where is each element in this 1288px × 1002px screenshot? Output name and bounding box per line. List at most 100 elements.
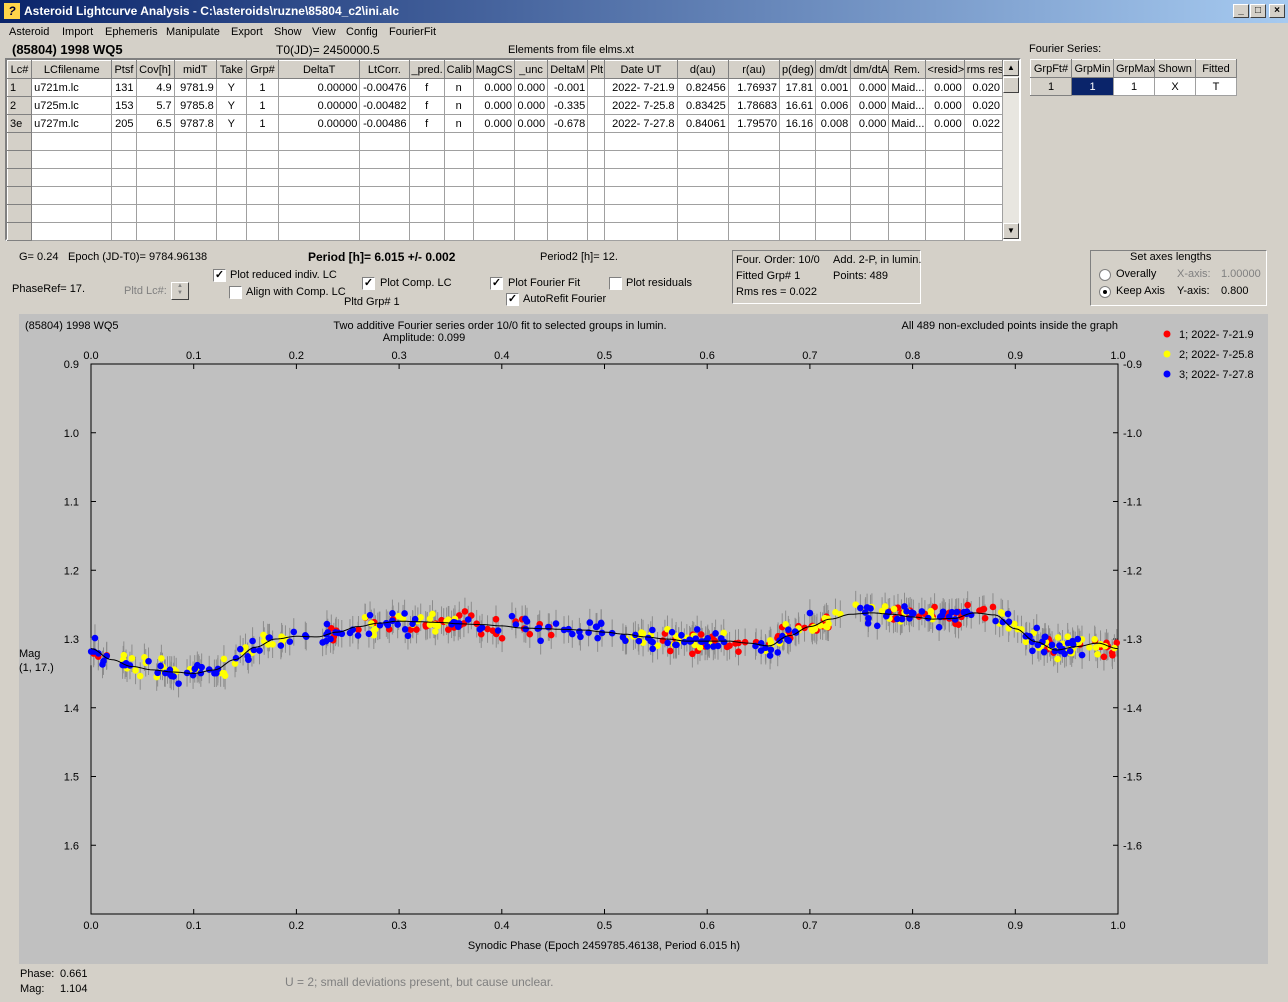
table-cell[interactable] (850, 222, 890, 241)
table-cell[interactable]: 16.16 (778, 114, 817, 133)
table-cell[interactable] (815, 132, 852, 151)
table-cell[interactable] (513, 168, 549, 187)
menu-fourierfit[interactable]: FourierFit (389, 26, 437, 38)
column-header[interactable]: Grp# (245, 60, 280, 79)
table-cell[interactable]: 0.020 (963, 78, 1004, 97)
table-cell[interactable] (963, 168, 1004, 187)
table-cell[interactable] (676, 150, 729, 169)
table-cell[interactable]: 0.83425 (676, 96, 729, 115)
table-cell[interactable]: 0.001 (815, 78, 852, 97)
table-cell[interactable] (472, 186, 515, 205)
table-cell[interactable]: f (408, 114, 445, 133)
table-cell[interactable]: f (408, 96, 445, 115)
table-cell[interactable]: T (1195, 77, 1237, 96)
table-cell[interactable]: 0.000 (924, 114, 965, 133)
table-cell[interactable] (443, 168, 474, 187)
table-cell[interactable] (513, 132, 549, 151)
scroll-down-icon[interactable]: ▼ (1003, 223, 1019, 239)
table-cell[interactable]: -0.335 (547, 96, 589, 115)
align-comp-checkbox[interactable] (229, 286, 242, 299)
menu-show[interactable]: Show (274, 26, 302, 38)
table-cell[interactable] (278, 186, 361, 205)
table-cell[interactable]: X (1154, 77, 1196, 96)
column-header[interactable]: Shown (1154, 59, 1196, 78)
table-cell[interactable]: 1.76937 (727, 78, 780, 97)
table-cell[interactable] (727, 132, 780, 151)
column-header[interactable]: Rem. (888, 60, 926, 79)
table-row[interactable]: 2 u725m.lc 153 5.7 9785.8 Y 1 0.00000 -0.00482 f n… (6, 96, 1004, 115)
row-header[interactable] (6, 132, 33, 151)
menu-view[interactable]: View (312, 26, 336, 38)
column-header[interactable]: GrpFt# (1030, 59, 1072, 78)
column-header[interactable]: Ptsf (111, 60, 137, 79)
table-cell[interactable]: 1 (1113, 77, 1155, 96)
table-cell[interactable] (547, 150, 589, 169)
plot-comp-checkbox[interactable]: ✓ (362, 277, 375, 290)
table-row[interactable] (6, 132, 1004, 151)
plot-fourier-checkbox[interactable]: ✓ (490, 277, 503, 290)
table-cell[interactable] (850, 204, 890, 223)
table-cell[interactable] (778, 186, 817, 205)
plot-canvas[interactable]: (85804) 1998 WQ5 Two additive Fourier se… (19, 314, 1268, 964)
table-cell[interactable] (472, 132, 515, 151)
table-cell[interactable]: n (443, 78, 474, 97)
table-cell[interactable]: 5.7 (135, 96, 175, 115)
table-cell[interactable] (888, 132, 926, 151)
table-cell[interactable] (727, 204, 780, 223)
table-cell[interactable]: -0.001 (547, 78, 589, 97)
pltd-lc-spinner[interactable]: ▲ ▼ (171, 282, 189, 300)
table-cell[interactable] (888, 204, 926, 223)
table-cell[interactable] (604, 186, 678, 205)
row-header[interactable]: 2 (6, 96, 33, 115)
row-header[interactable] (6, 186, 33, 205)
table-cell[interactable] (408, 204, 445, 223)
table-row[interactable] (6, 222, 1004, 241)
table-row[interactable] (6, 204, 1004, 223)
column-header[interactable]: Plt (587, 60, 606, 79)
row-header[interactable] (6, 222, 33, 241)
row-header[interactable]: 1 (6, 78, 33, 97)
scroll-up-icon[interactable]: ▲ (1003, 60, 1019, 76)
table-cell[interactable] (173, 204, 217, 223)
table-cell[interactable] (815, 222, 852, 241)
table-cell[interactable]: 0.82456 (676, 78, 729, 97)
table-cell[interactable] (278, 222, 361, 241)
table-cell[interactable]: 1 (1030, 77, 1072, 96)
table-cell[interactable] (963, 204, 1004, 223)
table-cell[interactable] (31, 186, 113, 205)
table-cell[interactable] (587, 114, 606, 133)
table-cell[interactable]: u725m.lc (31, 96, 113, 115)
table-cell[interactable] (443, 222, 474, 241)
table-cell[interactable] (472, 222, 515, 241)
table-cell[interactable] (587, 186, 606, 205)
table-cell[interactable] (815, 168, 852, 187)
table-cell[interactable] (135, 150, 175, 169)
spin-down-icon[interactable]: ▼ (177, 290, 183, 296)
table-cell[interactable]: Y (215, 114, 247, 133)
table-cell[interactable]: 1.79570 (727, 114, 780, 133)
table-cell[interactable] (111, 186, 137, 205)
table-cell[interactable]: 9787.8 (173, 114, 217, 133)
table-cell[interactable] (173, 132, 217, 151)
row-header[interactable]: 3e (6, 114, 33, 133)
overally-radio[interactable] (1099, 269, 1111, 281)
table-cell[interactable] (815, 204, 852, 223)
table-cell[interactable] (472, 150, 515, 169)
column-header[interactable]: _pred. (408, 60, 445, 79)
table-cell[interactable]: 0.000 (513, 78, 549, 97)
row-header[interactable] (6, 204, 33, 223)
autorefit-checkbox[interactable]: ✓ (506, 293, 519, 306)
table-cell[interactable] (135, 132, 175, 151)
table-cell[interactable] (31, 168, 113, 187)
table-cell[interactable] (778, 168, 817, 187)
table-cell[interactable] (778, 204, 817, 223)
table-cell[interactable] (888, 222, 926, 241)
table-cell[interactable] (888, 168, 926, 187)
table-cell[interactable] (408, 168, 445, 187)
table-cell[interactable] (135, 222, 175, 241)
table-cell[interactable] (587, 222, 606, 241)
table-cell[interactable]: 153 (111, 96, 137, 115)
table-cell[interactable] (443, 150, 474, 169)
table-cell[interactable] (587, 132, 606, 151)
table-cell[interactable] (924, 222, 965, 241)
